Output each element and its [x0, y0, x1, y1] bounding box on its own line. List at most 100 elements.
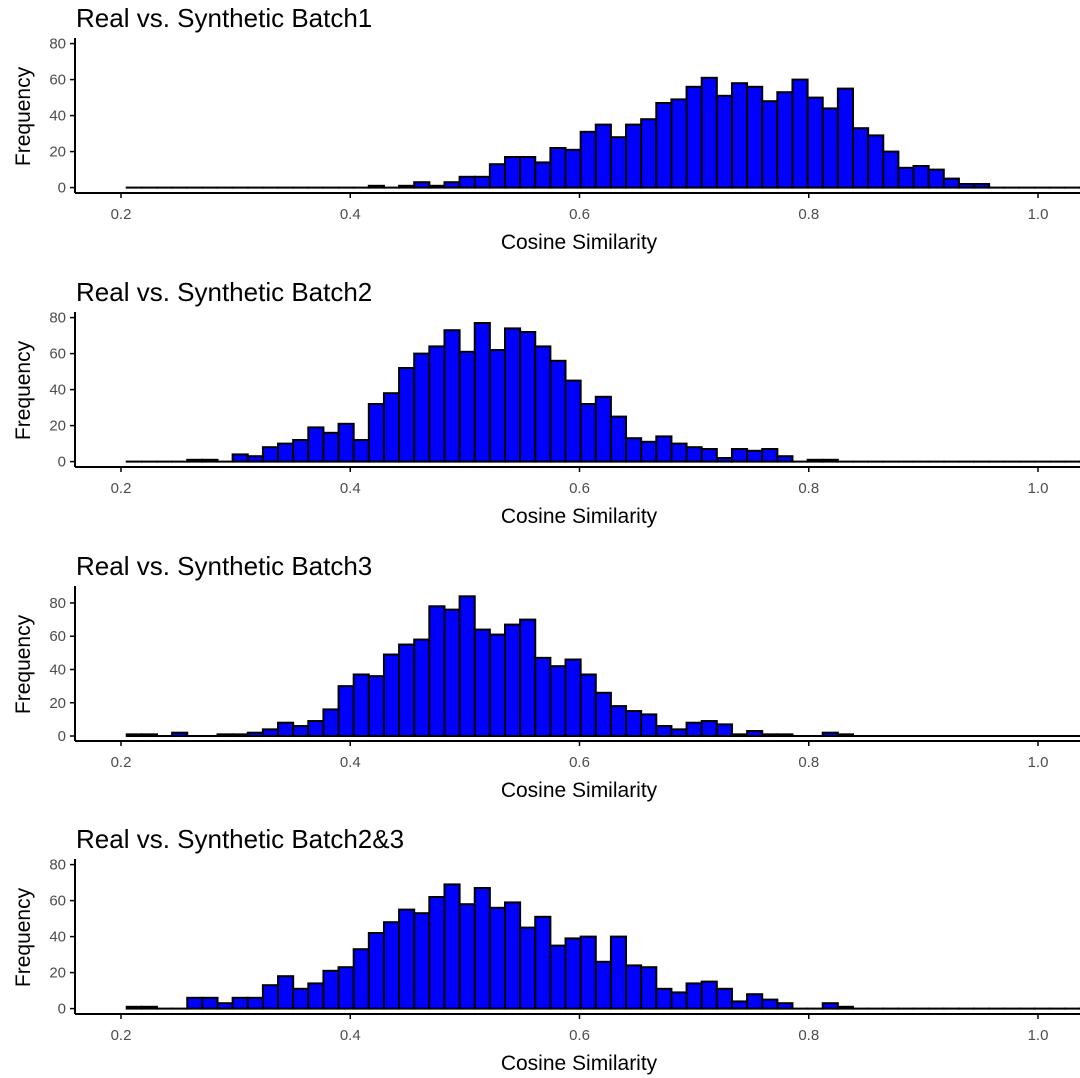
- x-tick-label: 1.0: [1028, 480, 1049, 497]
- histogram-bar: [337, 966, 355, 1010]
- histogram-bar: [413, 352, 431, 463]
- histogram-bar: [746, 730, 764, 738]
- histogram-bar: [625, 123, 643, 189]
- histogram-bar: [776, 1002, 794, 1010]
- histogram-bar: [715, 94, 733, 189]
- histogram-bar: [398, 367, 416, 463]
- histogram-bar: [171, 731, 189, 738]
- histogram-bar: [292, 725, 310, 738]
- histogram-bar: [730, 448, 749, 463]
- histogram-panel-4: Real vs. Synthetic Batch2&3 0.2 0.4 0.6 0.8 1…: [12, 824, 1080, 1075]
- y-axis-label: Frequency: [12, 614, 35, 714]
- histogram-bar: [806, 96, 824, 189]
- histogram-bar: [579, 130, 597, 189]
- histogram-bar: [473, 628, 491, 738]
- histogram-bar: [503, 623, 522, 738]
- histogram-bar: [609, 935, 628, 1010]
- x-tick-label: 0.6: [569, 206, 590, 223]
- histogram-bar: [836, 1005, 854, 1010]
- histogram-bar: [488, 163, 506, 189]
- histogram-bar: [413, 181, 431, 189]
- x-tick-label: 0.8: [798, 480, 819, 497]
- chart-title: Real vs. Synthetic Batch1: [76, 3, 372, 33]
- histogram-bar: [352, 673, 370, 738]
- histogram-bar: [428, 605, 446, 738]
- histogram-bar: [640, 713, 658, 738]
- histogram-bar: [519, 618, 537, 738]
- histogram-bar: [519, 331, 537, 463]
- histogram-bar: [413, 912, 431, 1010]
- histogram-bar: [897, 166, 915, 189]
- histogram-bar: [125, 733, 143, 738]
- y-tick-label: 80: [49, 310, 66, 327]
- histogram-bar: [261, 728, 280, 738]
- y-tick-label: 20: [49, 965, 66, 982]
- histogram-bar: [579, 673, 597, 738]
- y-tick-label: 20: [49, 144, 66, 161]
- histogram-bar: [503, 156, 522, 189]
- histogram-bar: [534, 161, 552, 189]
- bars: [125, 322, 1080, 463]
- histogram-bar: [821, 1002, 839, 1010]
- histogram-bar: [352, 439, 370, 463]
- histogram-bar: [549, 147, 567, 189]
- histogram-bar: [579, 403, 597, 463]
- histogram-bar: [549, 944, 567, 1010]
- y-tick-label: 40: [49, 382, 66, 399]
- x-tick-label: 0.4: [340, 480, 361, 497]
- histogram-bar: [836, 87, 854, 189]
- histogram-bar: [715, 457, 733, 463]
- histogram-bar: [700, 720, 718, 738]
- x-tick-label: 0.8: [798, 754, 819, 771]
- histogram-bar: [942, 177, 960, 189]
- histogram-bar: [594, 395, 612, 463]
- x-tick-label: 1.0: [1028, 1027, 1049, 1044]
- histogram-bar: [882, 150, 900, 189]
- histogram-bar: [655, 435, 673, 463]
- histogram-bar: [973, 183, 991, 189]
- histogram-bar: [655, 987, 673, 1010]
- histogram-bar: [746, 85, 764, 189]
- histogram-bar: [488, 633, 506, 738]
- histogram-bar: [746, 993, 764, 1010]
- histogram-bar: [428, 896, 446, 1010]
- histogram-bar: [231, 996, 249, 1010]
- histogram-bar: [761, 100, 779, 189]
- histogram-bar: [246, 996, 264, 1010]
- histogram-panel-3: Real vs. Synthetic Batch3 0.2 0.4 0.6 0.8 1.0…: [12, 551, 1080, 802]
- histogram-bar: [277, 442, 295, 463]
- histogram-bar: [670, 991, 688, 1010]
- histogram-bar: [564, 379, 582, 463]
- histogram-bar: [685, 446, 703, 463]
- histogram-bar: [503, 901, 522, 1010]
- x-axis-label: Cosine Similarity: [501, 231, 658, 254]
- histogram-bar: [292, 987, 310, 1010]
- histogram-bar: [685, 85, 703, 189]
- x-tick-label: 0.6: [569, 754, 590, 771]
- x-tick-label: 0.8: [798, 206, 819, 223]
- histogram-bar: [821, 107, 839, 189]
- x-tick-label: 0.2: [111, 1027, 132, 1044]
- histogram-bar: [821, 458, 839, 463]
- histogram-bar: [367, 932, 385, 1010]
- histogram-bar: [443, 329, 461, 463]
- histogram-bar: [836, 733, 854, 738]
- histogram-bar: [852, 127, 870, 189]
- histogram-bar: [186, 458, 204, 463]
- histogram-bar: [776, 455, 794, 463]
- histogram-bar: [564, 658, 582, 738]
- histogram-bar: [821, 731, 839, 738]
- histogram-bar: [216, 1002, 234, 1010]
- y-axis-label: Frequency: [12, 887, 35, 987]
- histogram-bar: [730, 82, 749, 189]
- y-tick-label: 40: [49, 929, 66, 946]
- histogram-bar: [307, 426, 325, 463]
- y-tick-label: 0: [58, 1001, 66, 1018]
- x-tick-label: 0.6: [569, 1027, 590, 1044]
- histogram-bar: [609, 415, 628, 463]
- histogram-bar: [473, 322, 491, 463]
- histogram-bar: [730, 1000, 749, 1010]
- histogram-bar: [685, 721, 703, 738]
- histogram-bar: [534, 656, 552, 738]
